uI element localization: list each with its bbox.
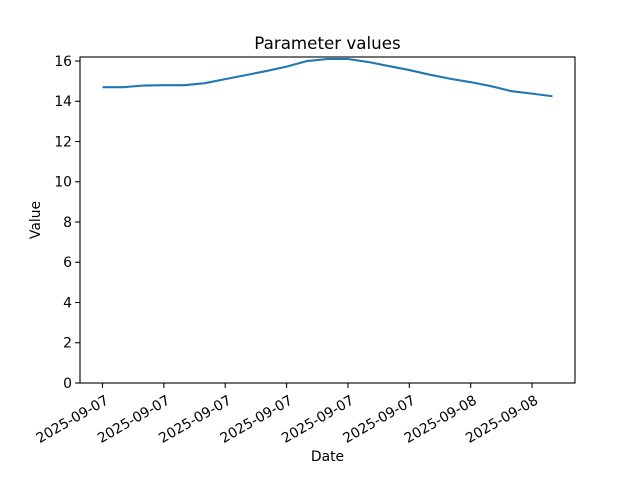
y-tick-label: 10	[54, 175, 72, 191]
y-tick-label: 14	[54, 94, 72, 110]
y-tick-label: 6	[63, 255, 72, 271]
chart-title: Parameter values	[254, 33, 401, 53]
y-tick-label: 8	[63, 215, 72, 231]
x-axis-label: Date	[310, 449, 345, 465]
y-tick-label: 4	[63, 295, 72, 311]
parameter-values-line	[102, 57, 553, 98]
y-tick-label: 16	[54, 54, 72, 70]
y-axis-label: Value	[28, 200, 44, 240]
y-tick-label: 2	[63, 336, 72, 352]
y-tick-label: 12	[54, 134, 72, 150]
y-tick-label: 0	[63, 376, 72, 392]
axes-frame	[79, 56, 576, 384]
